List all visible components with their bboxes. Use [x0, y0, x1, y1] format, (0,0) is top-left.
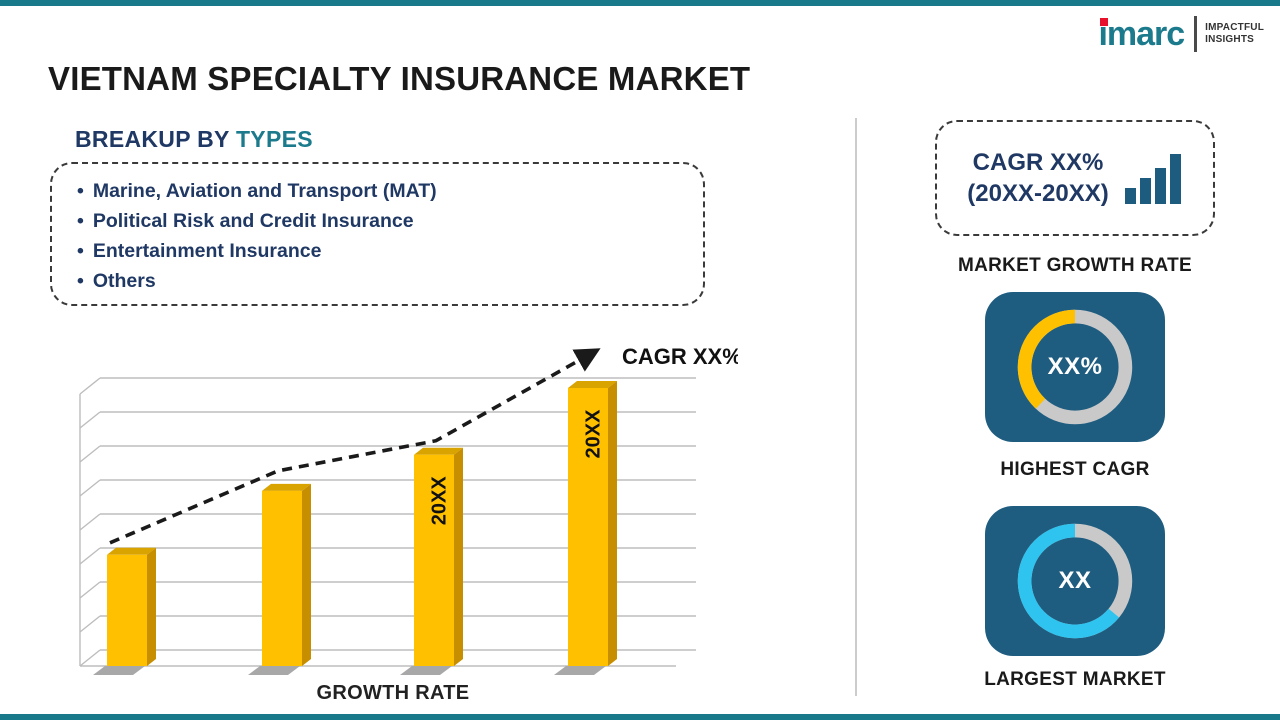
market-growth-rate-card: CAGR XX% (20XX-20XX)	[935, 120, 1215, 236]
largest-market-donut-icon	[1017, 523, 1133, 639]
highest-cagr-donut-icon	[1017, 309, 1133, 425]
breakup-heading-highlight: TYPES	[235, 126, 313, 152]
bar	[107, 554, 147, 666]
bullet-icon: •	[77, 270, 84, 292]
logo-tagline-line1: IMPACTFUL	[1205, 21, 1264, 33]
breakup-heading-prefix: BREAKUP BY	[75, 126, 230, 152]
bar-year-label: 20XX	[428, 476, 450, 526]
logo-tagline-line2: INSIGHTS	[1205, 34, 1254, 45]
top-accent-bar	[0, 0, 1280, 6]
logo-divider	[1194, 16, 1198, 52]
breakup-heading: BREAKUP BY TYPES	[75, 126, 313, 153]
section-divider	[855, 118, 857, 696]
bar-shadow	[93, 666, 145, 675]
chart-x-axis-label: GROWTH RATE	[316, 682, 470, 704]
page-title: VIETNAM SPECIALTY INSURANCE MARKET	[48, 60, 751, 97]
bar-side-face	[302, 483, 311, 666]
breakup-types-box: • Marine, Aviation and Transport (MAT) • Po…	[50, 162, 705, 306]
logo-brand-wrap: imarc	[1098, 15, 1185, 53]
highest-cagr-card: XX%	[985, 292, 1165, 442]
cagr-card-line1: CAGR XX%	[972, 148, 1104, 176]
largest-market-card: XX	[985, 506, 1165, 656]
gridline-tick	[79, 513, 101, 531]
gridline-tick	[79, 479, 101, 497]
growth-chart: 20XX 20XX CAGR XX% GROWTH RATE	[48, 338, 738, 705]
bar-year-label: 20XX	[582, 409, 604, 459]
bar-side-face	[454, 447, 463, 666]
bar-side-face	[608, 381, 617, 666]
bullet-icon: •	[77, 210, 84, 232]
bar	[568, 388, 608, 666]
breakup-item: • Entertainment Insurance	[77, 236, 683, 266]
logo-brand-text: imarc	[1098, 15, 1185, 53]
logo-red-dot-icon	[1100, 18, 1109, 26]
cagr-card-line2: (20XX-20XX)	[967, 180, 1109, 207]
cagr-trend-label: CAGR XX%	[622, 344, 738, 369]
largest-market-label: LARGEST MARKET	[984, 669, 1166, 690]
cagr-card-text: CAGR XX% (20XX-20XX)	[967, 147, 1108, 209]
growth-bar-chart: 20XX 20XX CAGR XX%	[79, 344, 738, 675]
gridline-tick	[79, 615, 101, 633]
bar-side-face	[147, 547, 156, 666]
bullet-icon: •	[77, 180, 84, 202]
gridline-tick	[79, 445, 101, 463]
bottom-accent-bar	[0, 714, 1280, 720]
bar	[414, 454, 454, 666]
gridline-tick	[79, 547, 101, 565]
gridline-tick	[79, 411, 101, 429]
market-growth-rate-label: MARKET GROWTH RATE	[957, 255, 1193, 276]
bar-top-face	[414, 447, 463, 455]
breakup-item: • Political Risk and Credit Insurance	[77, 206, 683, 236]
highest-cagr-value: XX%	[1047, 353, 1103, 380]
bar	[262, 490, 302, 666]
imarc-logo: imarc IMPACTFUL INSIGHTS	[1098, 16, 1264, 52]
largest-market-value: XX	[1058, 567, 1092, 594]
bar-shadow	[248, 666, 300, 675]
gridline-tick	[79, 649, 101, 667]
breakup-list: • Marine, Aviation and Transport (MAT) • Po…	[77, 176, 683, 296]
bullet-icon: •	[77, 240, 84, 262]
bar-top-face	[107, 547, 156, 555]
highest-cagr-label: HIGHEST CAGR	[1000, 459, 1150, 480]
bar-shadow	[400, 666, 452, 675]
logo-tagline: IMPACTFUL INSIGHTS	[1205, 22, 1264, 47]
bar-top-face	[568, 381, 617, 388]
bar-top-face	[262, 483, 311, 491]
breakup-item: • Marine, Aviation and Transport (MAT)	[77, 176, 683, 206]
breakup-item: • Others	[77, 266, 683, 296]
gridline-tick	[79, 581, 101, 599]
bar-chart-icon	[1124, 152, 1183, 204]
cagr-trend-arrow	[109, 348, 601, 545]
bar-shadow	[554, 666, 606, 675]
gridline-tick	[79, 377, 101, 395]
